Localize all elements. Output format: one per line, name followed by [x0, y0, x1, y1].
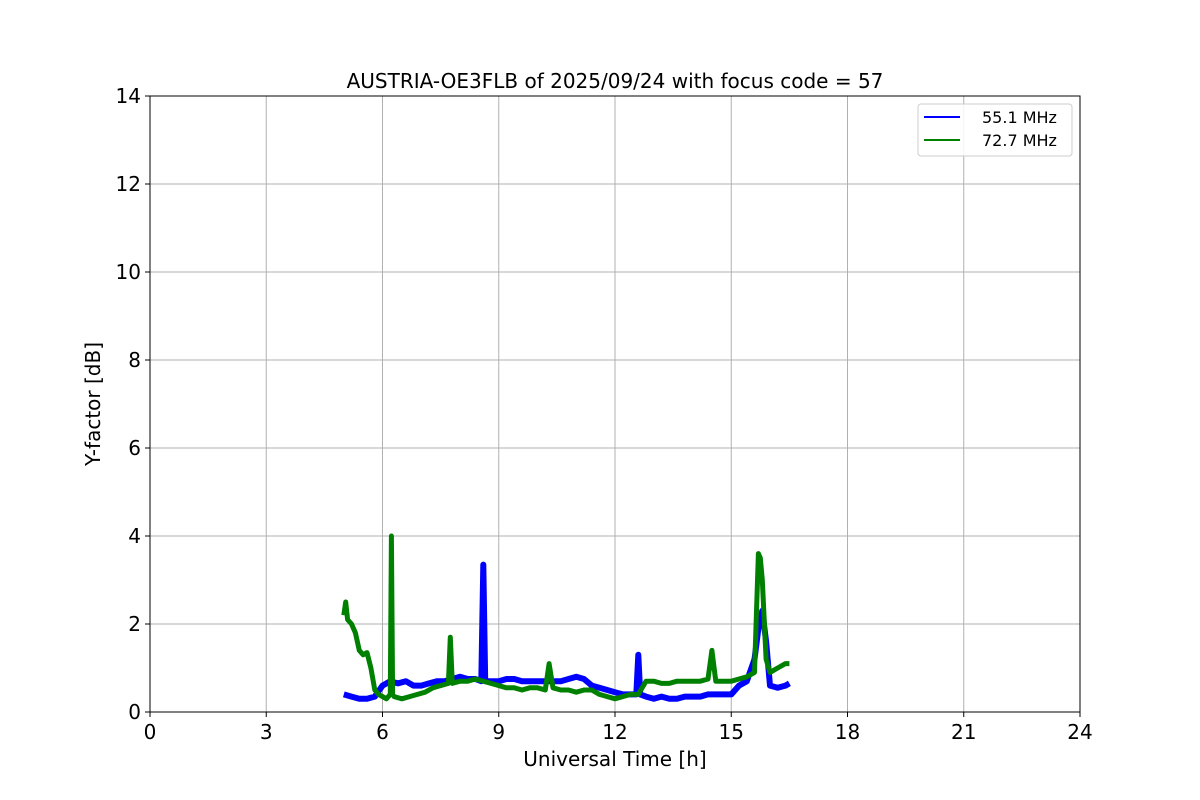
series-layer	[341, 533, 791, 702]
x-axis-ticks: 0 3 6 9 12 15 18 21 24	[144, 712, 1093, 744]
x-axis-label: Universal Time [h]	[523, 747, 706, 771]
legend: 55.1 MHz 72.7 MHz	[917, 103, 1073, 157]
x-tick-label: 18	[835, 720, 860, 744]
series-line-55mhz	[342, 561, 791, 702]
x-tick-label: 0	[144, 720, 157, 744]
y-tick-label: 8	[128, 348, 141, 372]
x-tick-label: 21	[951, 720, 976, 744]
series-line-72mhz	[341, 533, 790, 702]
y-tick-label: 2	[128, 612, 141, 636]
x-tick-label: 6	[376, 720, 389, 744]
x-tick-label: 3	[260, 720, 273, 744]
x-tick-label: 24	[1067, 720, 1092, 744]
chart-title: AUSTRIA-OE3FLB of 2025/09/24 with focus …	[347, 69, 884, 93]
y-tick-label: 10	[116, 260, 141, 284]
x-tick-label: 9	[492, 720, 505, 744]
y-axis-label: Y-factor [dB]	[81, 342, 105, 467]
legend-label-55mhz: 55.1 MHz	[982, 108, 1057, 127]
y-axis-ticks: 0 2 4 6 8 10 12 14	[116, 84, 150, 724]
y-tick-label: 14	[116, 84, 141, 108]
legend-label-72mhz: 72.7 MHz	[982, 131, 1057, 150]
x-tick-label: 15	[719, 720, 744, 744]
y-tick-label: 0	[128, 700, 141, 724]
y-tick-label: 6	[128, 436, 141, 460]
y-tick-label: 4	[128, 524, 141, 548]
x-tick-label: 12	[602, 720, 627, 744]
y-tick-label: 12	[116, 172, 141, 196]
